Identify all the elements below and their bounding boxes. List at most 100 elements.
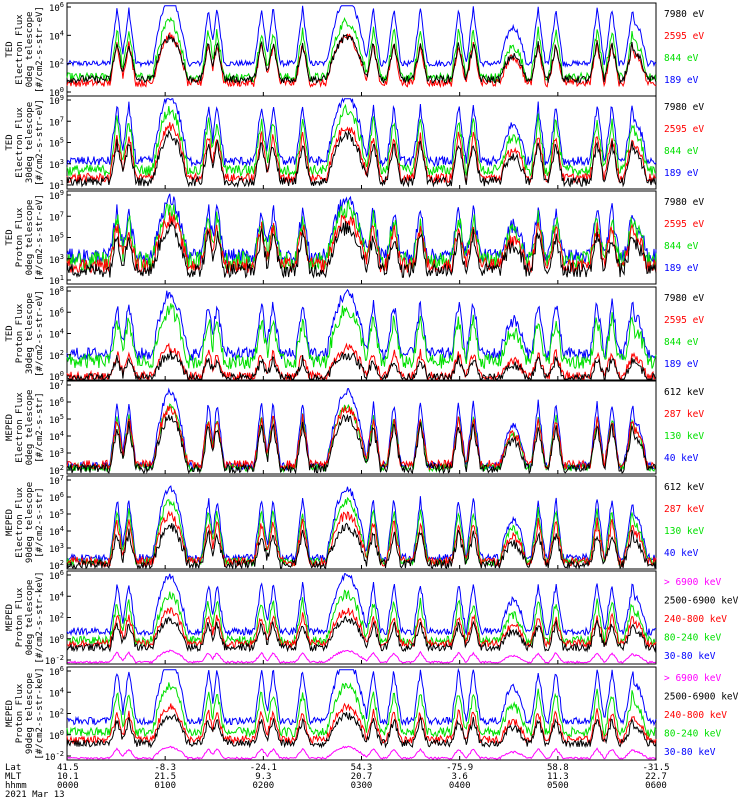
footer-value: 54.3	[351, 763, 373, 773]
y-axis-label-line: TED	[5, 229, 15, 245]
y-tick-label: 104	[49, 29, 64, 42]
legend-entry: 287 keV	[664, 504, 704, 515]
panel-2: 109 107 105 103 101 TED Electron Flux 30deg tel…	[5, 94, 704, 192]
footer-value: 41.5	[57, 763, 79, 773]
legend-entry: 80-240 keV	[664, 729, 721, 740]
y-axis-label-line: TED	[5, 325, 15, 341]
y-tick-label: 102	[49, 58, 64, 71]
y-tick-label: 106	[49, 1, 64, 14]
y-tick-label: 100	[49, 633, 64, 646]
series-40-kev-line	[66, 485, 657, 564]
legend-entry: > 6900 keV	[664, 673, 721, 684]
panel-3: 109 107 105 103 101 TED Proton Flux 0deg telesc…	[5, 189, 704, 287]
y-tick-label: 107	[49, 210, 64, 223]
y-tick-label: 104	[49, 686, 64, 699]
series-287-kev-line	[66, 405, 657, 471]
series-2500-6900-kev-line	[66, 712, 657, 749]
series-80-240-kev-line	[66, 589, 657, 647]
footer-value: 0500	[547, 781, 569, 791]
legend-entry: 7980 eV	[664, 102, 704, 113]
legend-entry: > 6900 keV	[664, 577, 721, 588]
footer-value: 0400	[449, 781, 471, 791]
series-7980-ev-line	[66, 129, 657, 189]
footer-row-label: MLT	[5, 772, 22, 782]
y-axis-label-line: 0deg telescope	[25, 12, 35, 88]
legend-entry: 2595 eV	[664, 31, 704, 42]
y-axis-label-line: [#/cm2-s-str-keV]	[35, 571, 45, 663]
y-tick-label: 105	[49, 232, 64, 245]
y-tick-label: 102	[49, 464, 64, 477]
y-axis-label-line: [#/cm2-s-str-eV]	[35, 6, 45, 93]
y-tick-label: 109	[49, 94, 64, 107]
legend-entry: 189 eV	[664, 168, 699, 179]
series-189-ev-line	[66, 97, 657, 168]
y-tick-label: 100	[49, 729, 64, 742]
y-axis-label-line: 0deg telescope	[25, 200, 35, 276]
y-tick-label: 102	[49, 612, 64, 625]
y-tick-label: 106	[49, 396, 64, 409]
series-40-kev-line	[66, 387, 657, 472]
footer-value: 11.3	[547, 772, 569, 782]
legend-entry: 30-80 keV	[664, 747, 716, 758]
series--6900-kev-line	[66, 745, 657, 761]
series-844-ev-line	[66, 103, 657, 178]
legend-entry: 240-800 keV	[664, 614, 727, 625]
footer-value: 0000	[57, 781, 79, 791]
legend-entry: 2500-6900 keV	[664, 596, 739, 607]
y-tick-label: 107	[49, 115, 64, 128]
legend-entry: 612 keV	[664, 482, 704, 493]
panel-8: 106 104 102 100 10-2 MEPED Proton Flux 90deg te…	[5, 665, 739, 763]
y-axis-label-line: MEPED	[5, 604, 15, 631]
legend-entry: 189 eV	[664, 75, 699, 86]
y-axis-label-line: Proton Flux	[15, 207, 25, 267]
series-240-800-kev-line	[66, 702, 657, 746]
y-tick-label: 101	[49, 274, 64, 287]
y-tick-label: 106	[49, 491, 64, 504]
panel-frame	[66, 380, 657, 475]
y-axis-label-line: TED	[5, 41, 15, 57]
series-7980-ev-line	[66, 350, 657, 381]
y-axis-label-line: Electron Flux	[15, 487, 25, 558]
series-612-kev-line	[66, 522, 657, 570]
footer-value: 0300	[351, 781, 373, 791]
legend-entry: 40 keV	[664, 548, 699, 559]
series-2500-6900-kev-line	[66, 615, 657, 653]
y-axis-label-line: 0deg telescope	[25, 390, 35, 466]
legend-entry: 40 keV	[664, 453, 699, 464]
panel-6: 107 106 105 104 103 102 MEPED Electron Flux 90de…	[5, 474, 704, 572]
footer-value: 58.8	[547, 763, 569, 773]
y-tick-label: 107	[49, 379, 64, 392]
y-tick-label: 103	[49, 542, 64, 555]
y-axis-label-line: 30deg telescope	[25, 102, 35, 183]
y-tick-label: 103	[49, 447, 64, 460]
series-130-kev-line	[66, 496, 657, 567]
series-287-kev-line	[66, 510, 657, 569]
y-tick-label: 104	[49, 525, 64, 538]
footer-value: 0600	[645, 781, 667, 791]
y-axis-label-line: TED	[5, 134, 15, 150]
y-axis-label-line: 90deg telescope	[25, 482, 35, 563]
y-tick-label: 10-2	[45, 750, 64, 763]
y-tick-label: 100	[49, 370, 64, 383]
footer-value: -75.9	[446, 763, 473, 773]
panel-4: 108 106 104 102 100 TED Proton Flux 30deg teles…	[5, 285, 704, 383]
legend-entry: 844 eV	[664, 53, 699, 64]
y-axis-label-line: [#/cm2-s-str-keV]	[35, 667, 45, 759]
y-tick-label: 102	[49, 559, 64, 572]
y-axis-label-line: Electron Flux	[15, 14, 25, 85]
legend-entry: 612 keV	[664, 387, 704, 398]
footer-value: 3.6	[452, 772, 468, 782]
legend-entry: 2595 eV	[664, 219, 704, 230]
legend-entry: 287 keV	[664, 409, 704, 420]
series-844-ev-line	[66, 16, 657, 84]
series-7980-ev-line	[66, 34, 657, 85]
series-2595-ev-line	[66, 212, 657, 275]
y-axis-label-line: MEPED	[5, 414, 15, 441]
y-axis-label-line: [#/cm2-s-str-eV]	[35, 99, 45, 186]
series-7980-ev-line	[66, 220, 657, 279]
legend-entry: 189 eV	[664, 359, 699, 370]
footer-row-label: Lat	[5, 763, 21, 773]
y-axis-label-line: Electron Flux	[15, 107, 25, 178]
y-axis-label-line: Proton Flux	[15, 683, 25, 743]
